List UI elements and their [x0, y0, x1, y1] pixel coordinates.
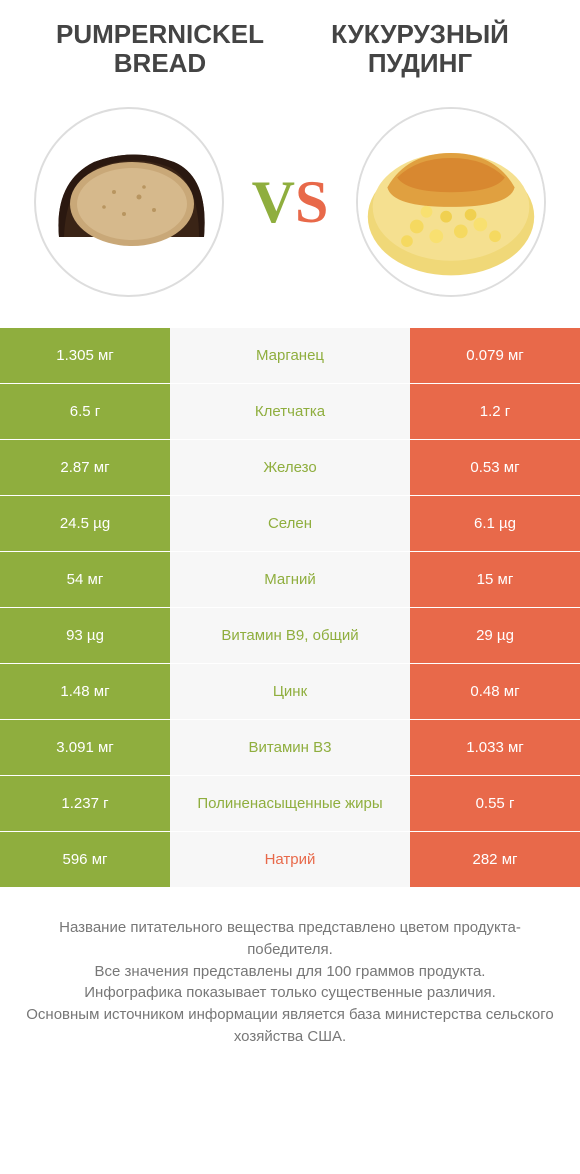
cell-right-value: 6.1 µg	[410, 496, 580, 551]
cell-right-value: 0.48 мг	[410, 664, 580, 719]
cell-left-value: 2.87 мг	[0, 440, 170, 495]
table-row: 93 µgВитамин B9, общий29 µg	[0, 607, 580, 663]
cell-nutrient-name: Полиненасыщенные жиры	[170, 776, 410, 831]
cell-right-value: 1.033 мг	[410, 720, 580, 775]
footer-line3: Инфографика показывает только существенн…	[25, 982, 555, 1004]
table-row: 1.237 гПолиненасыщенные жиры0.55 г	[0, 775, 580, 831]
cell-right-value: 0.079 мг	[410, 328, 580, 383]
food-image-left	[34, 107, 224, 297]
table-row: 596 мгНатрий282 мг	[0, 831, 580, 887]
right-title-line2: ПУДИНГ	[368, 48, 472, 78]
cell-nutrient-name: Марганец	[170, 328, 410, 383]
comparison-table: 1.305 мгМарганец0.079 мг6.5 гКлетчатка1.…	[0, 327, 580, 887]
cell-nutrient-name: Цинк	[170, 664, 410, 719]
cell-nutrient-name: Железо	[170, 440, 410, 495]
table-row: 24.5 µgСелен6.1 µg	[0, 495, 580, 551]
cell-nutrient-name: Магний	[170, 552, 410, 607]
vs-label: VS	[252, 168, 329, 237]
left-title: PUMPERNICKEL BREAD	[30, 20, 290, 77]
cell-left-value: 596 мг	[0, 832, 170, 887]
cell-nutrient-name: Витамин B3	[170, 720, 410, 775]
cell-nutrient-name: Селен	[170, 496, 410, 551]
header: PUMPERNICKEL BREAD КУКУРУЗНЫЙ ПУДИНГ	[0, 0, 580, 87]
cell-left-value: 6.5 г	[0, 384, 170, 439]
cell-right-value: 0.55 г	[410, 776, 580, 831]
cell-left-value: 1.305 мг	[0, 328, 170, 383]
cell-left-value: 3.091 мг	[0, 720, 170, 775]
footer-line2: Все значения представлены для 100 граммо…	[25, 961, 555, 983]
cell-nutrient-name: Клетчатка	[170, 384, 410, 439]
footer-line4: Основным источником информации является …	[25, 1004, 555, 1048]
cell-left-value: 1.237 г	[0, 776, 170, 831]
images-row: VS	[0, 87, 580, 327]
table-row: 2.87 мгЖелезо0.53 мг	[0, 439, 580, 495]
table-row: 1.48 мгЦинк0.48 мг	[0, 663, 580, 719]
cell-right-value: 282 мг	[410, 832, 580, 887]
left-title-line1: PUMPERNICKEL	[56, 19, 264, 49]
cell-left-value: 1.48 мг	[0, 664, 170, 719]
cell-right-value: 1.2 г	[410, 384, 580, 439]
right-title: КУКУРУЗНЫЙ ПУДИНГ	[290, 20, 550, 77]
pudding-icon	[358, 107, 544, 297]
table-row: 1.305 мгМарганец0.079 мг	[0, 327, 580, 383]
left-title-line2: BREAD	[114, 48, 206, 78]
cell-right-value: 0.53 мг	[410, 440, 580, 495]
vs-v: V	[252, 169, 295, 235]
footer-line1: Название питательного вещества представл…	[25, 917, 555, 961]
cell-left-value: 93 µg	[0, 608, 170, 663]
cell-right-value: 15 мг	[410, 552, 580, 607]
bread-icon	[44, 142, 214, 262]
table-row: 6.5 гКлетчатка1.2 г	[0, 383, 580, 439]
vs-s: S	[295, 169, 328, 235]
cell-left-value: 54 мг	[0, 552, 170, 607]
footer: Название питательного вещества представл…	[0, 887, 580, 1058]
food-image-right	[356, 107, 546, 297]
cell-right-value: 29 µg	[410, 608, 580, 663]
table-row: 3.091 мгВитамин B31.033 мг	[0, 719, 580, 775]
table-row: 54 мгМагний15 мг	[0, 551, 580, 607]
cell-nutrient-name: Натрий	[170, 832, 410, 887]
cell-left-value: 24.5 µg	[0, 496, 170, 551]
cell-nutrient-name: Витамин B9, общий	[170, 608, 410, 663]
right-title-line1: КУКУРУЗНЫЙ	[331, 19, 509, 49]
